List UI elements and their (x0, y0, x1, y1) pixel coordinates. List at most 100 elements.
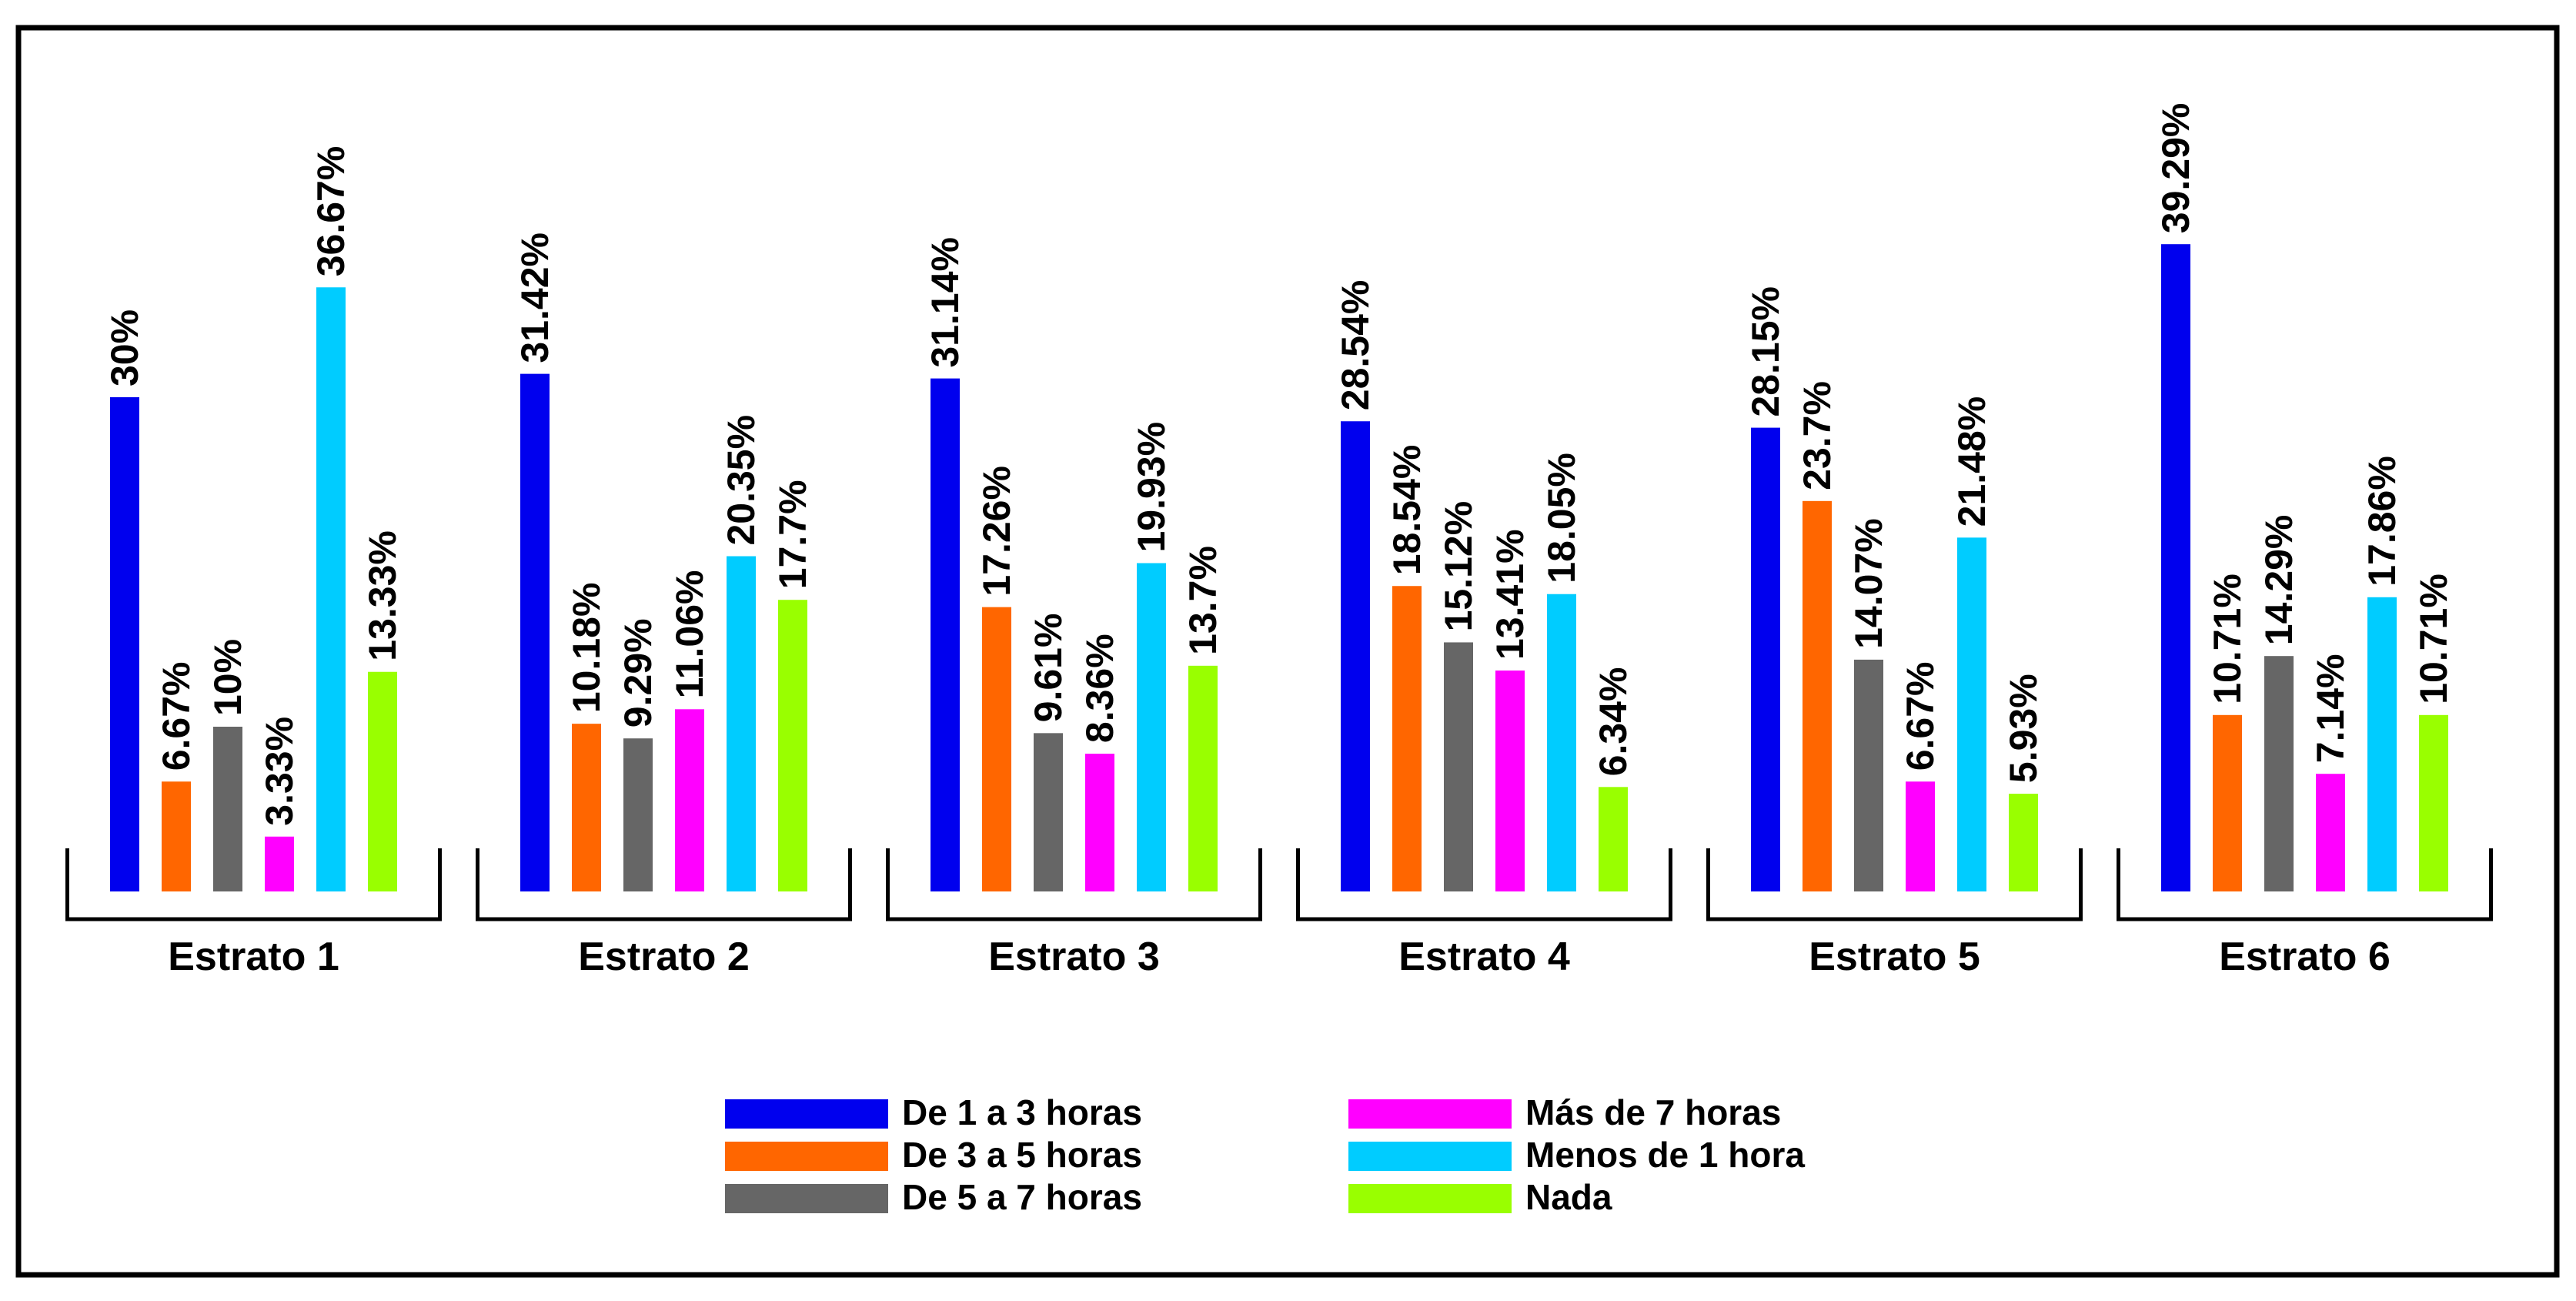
category-label: Estrato 2 (578, 935, 750, 979)
group-bracket (886, 848, 1262, 921)
bar-group: 28.15%23.7%14.07%6.67% 21.48% 5.93% Estrato… (1706, 286, 2083, 979)
bar-data-label: 13.41% (1488, 529, 1532, 660)
bar-data-label: 18.05% (1540, 453, 1583, 584)
legend-swatch (725, 1184, 888, 1213)
category-label: Estrato 6 (2219, 935, 2391, 979)
bar (2316, 774, 2345, 891)
bar-data-label: 14.29% (2257, 515, 2300, 646)
bar-data-label: 13.7% (1181, 546, 1225, 655)
bar-data-label: 10.71% (2206, 574, 2249, 704)
bar-group: 39.29%10.71% 14.29%7.14%17.86%10.71%Estra… (2117, 103, 2493, 979)
bar (110, 397, 139, 891)
bar-data-label: 18.54% (1385, 445, 1428, 576)
bar (1085, 754, 1114, 891)
bar (1803, 500, 1832, 891)
legend-label: Más de 7 horas (1525, 1092, 1781, 1132)
legend-swatch (1348, 1184, 1512, 1213)
legend-item: Más de 7 horas (1348, 1092, 1781, 1132)
group-bracket (476, 848, 852, 921)
legend-label: De 5 a 7 horas (902, 1177, 1142, 1217)
bar-group: 31.42% 10.18% 9.29% 11.06%20.35% 17.7% Estrat… (476, 232, 852, 979)
bar (727, 556, 756, 891)
bar (623, 738, 653, 891)
bar (1751, 427, 1780, 891)
bar-data-label: 21.48% (1950, 396, 1993, 527)
bar (2264, 656, 2294, 891)
group-bracket (65, 848, 442, 921)
bar (675, 709, 704, 891)
category-label: Estrato 5 (1809, 935, 1980, 979)
bar-data-label: 36.67% (309, 146, 352, 277)
legend-label: De 1 a 3 horas (902, 1092, 1142, 1132)
bar (2213, 714, 2242, 891)
bar-data-label: 23.7% (1796, 381, 1839, 490)
bar-data-label: 6.34% (1592, 667, 1635, 777)
bar-group: 30% 6.67% 10%3.33% 36.67% 13.33% Estrato 1 (65, 146, 442, 979)
category-label: Estrato 1 (168, 935, 339, 979)
bar-data-label: 19.93% (1130, 422, 1173, 553)
bar (1599, 787, 1628, 891)
bar (1444, 642, 1473, 891)
bar-data-label: 15.12% (1437, 501, 1480, 632)
category-label: Estrato 3 (988, 935, 1160, 979)
bar (1034, 733, 1063, 891)
bar (1392, 586, 1422, 891)
chart-frame (15, 25, 2560, 1278)
bar-data-label: 10.18% (565, 583, 608, 714)
bar (778, 600, 807, 891)
bar-data-label: 10.71% (2412, 574, 2455, 704)
bar-data-label: 31.14% (924, 237, 967, 368)
bar (1137, 563, 1166, 891)
bar-data-label: 13.33% (361, 530, 404, 661)
legend-item: Menos de 1 hora (1348, 1135, 1805, 1175)
legend-label: Menos de 1 hora (1525, 1135, 1805, 1175)
bar-groups: 30% 6.67% 10%3.33% 36.67% 13.33% Estrato 1 31.… (65, 103, 2493, 979)
bar-data-label: 3.33% (258, 717, 301, 826)
legend-item: De 5 a 7 horas (725, 1177, 1142, 1217)
legend-swatch (725, 1099, 888, 1129)
bar (1547, 594, 1576, 891)
bar-data-label: 10% (206, 639, 249, 716)
bar (520, 373, 550, 891)
bar-data-label: 11.06% (668, 570, 711, 698)
bar-data-label: 31.42% (513, 232, 556, 363)
legend-swatch (1348, 1142, 1512, 1171)
bar-data-label: 6.67% (155, 661, 198, 771)
legend-item: De 1 a 3 horas (725, 1092, 1142, 1132)
bar (2419, 714, 2448, 891)
bar-data-label: 9.29% (616, 618, 660, 727)
category-label: Estrato 4 (1398, 935, 1570, 979)
bar-data-label: 7.14% (2309, 654, 2352, 763)
bar (1495, 671, 1525, 891)
bar-data-label: 17.26% (975, 466, 1018, 597)
bar-group: 28.54%18.54% 15.12% 13.41%18.05% 6.34% Estra… (1296, 280, 1672, 979)
bar-data-label: 5.93% (2002, 674, 2045, 783)
bar-data-label: 28.54% (1334, 280, 1377, 411)
bar (2367, 597, 2397, 891)
bar (2161, 244, 2190, 892)
group-bracket (1296, 848, 1672, 921)
bar (1341, 421, 1370, 891)
bar-data-label: 8.36% (1078, 634, 1121, 743)
bar-data-label: 39.29% (2154, 103, 2197, 234)
bar (2009, 794, 2038, 891)
bar-data-label: 9.61% (1027, 614, 1070, 723)
bar (316, 287, 346, 892)
bar-group: 31.14% 17.26%9.61% 8.36% 19.93%13.7% Estrato… (886, 237, 1262, 979)
bar (368, 671, 397, 891)
group-bracket (2117, 848, 2493, 921)
bar (1957, 537, 1986, 891)
bar-data-label: 30% (103, 309, 146, 386)
legend-swatch (1348, 1099, 1512, 1129)
group-bracket (1706, 848, 2083, 921)
bar (1854, 659, 1883, 891)
bar (162, 781, 191, 891)
legend-label: De 3 a 5 horas (902, 1135, 1142, 1175)
bar (931, 378, 960, 891)
bar (265, 836, 294, 891)
bar (1906, 781, 1935, 891)
bar-data-label: 28.15% (1744, 286, 1787, 417)
legend-item: Nada (1348, 1177, 1612, 1217)
